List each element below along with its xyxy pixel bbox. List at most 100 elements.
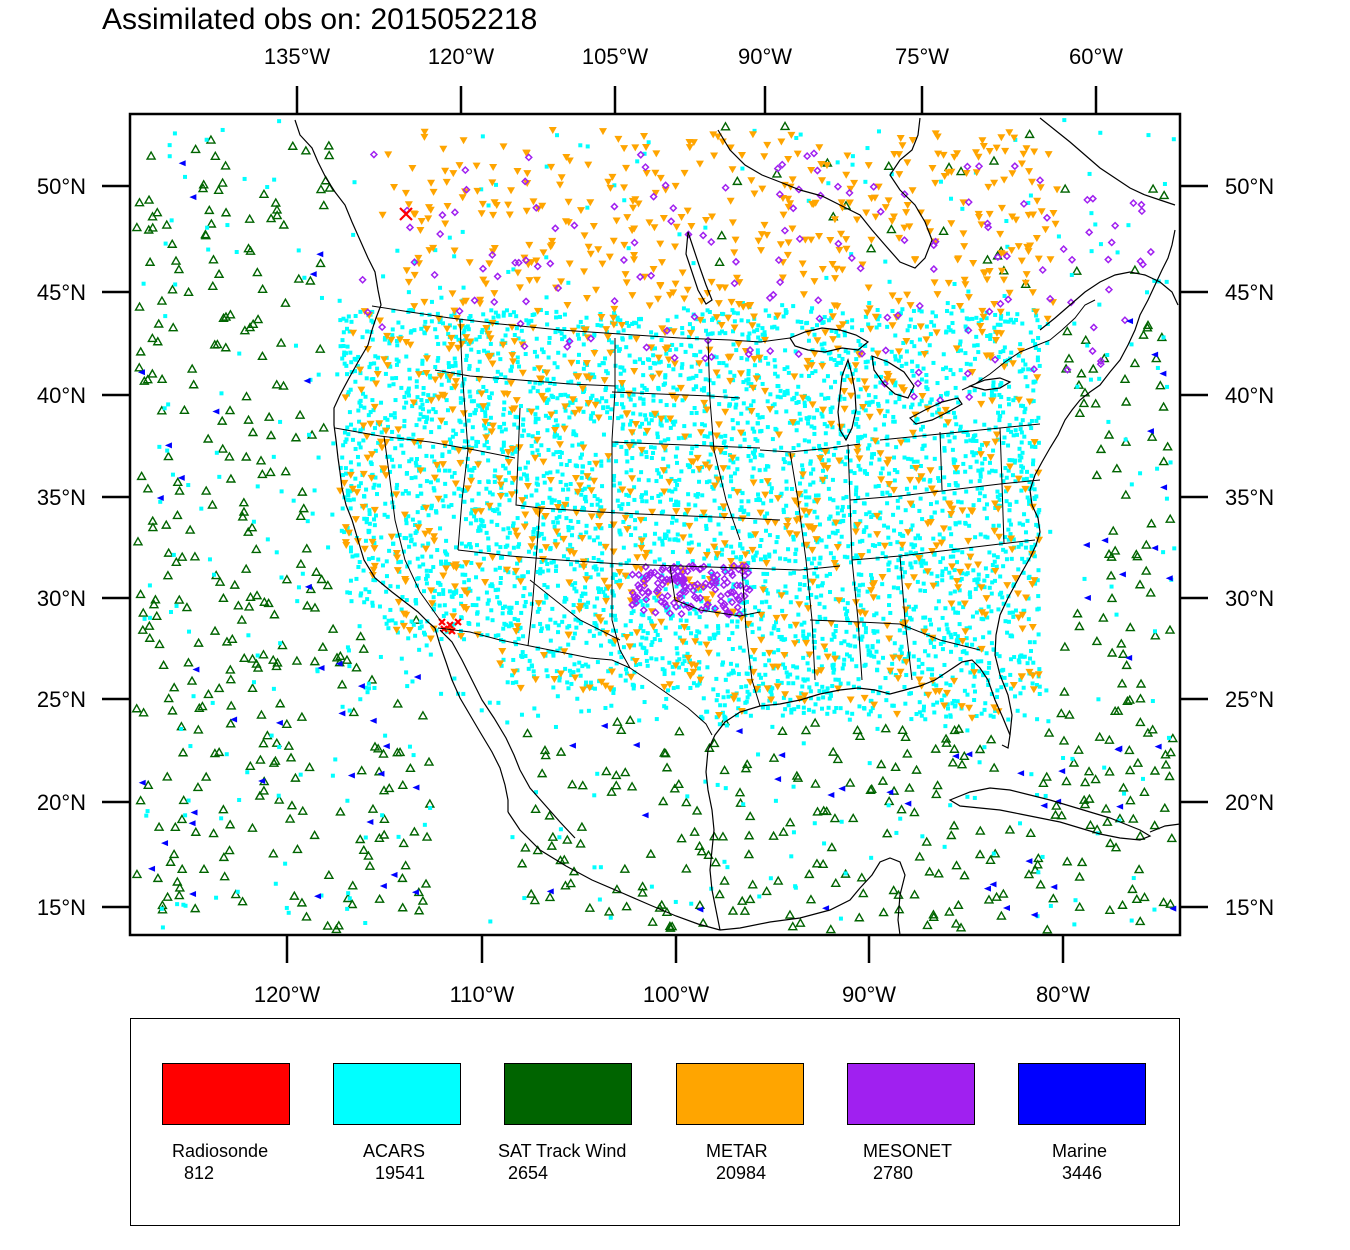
acars-marker <box>1019 469 1024 474</box>
acars-marker <box>870 452 875 457</box>
acars-marker <box>462 439 467 444</box>
acars-marker <box>935 700 940 705</box>
acars-marker <box>529 318 534 323</box>
acars-marker <box>992 325 997 330</box>
acars-marker <box>982 585 987 590</box>
acars-marker <box>500 449 505 454</box>
sat-track-wind-marker <box>779 121 791 131</box>
acars-marker <box>820 458 825 463</box>
acars-marker <box>1029 473 1034 478</box>
acars-marker <box>1029 426 1034 431</box>
acars-marker <box>1032 640 1037 645</box>
sat-track-wind-marker <box>941 737 952 747</box>
acars-marker <box>997 392 1002 397</box>
acars-marker <box>764 599 769 604</box>
acars-marker <box>1164 496 1169 501</box>
acars-marker <box>795 319 800 324</box>
acars-marker <box>886 535 891 540</box>
acars-marker <box>345 344 350 349</box>
acars-marker <box>424 576 429 581</box>
acars-marker <box>489 608 494 613</box>
acars-marker <box>898 311 903 316</box>
acars-marker <box>508 312 513 317</box>
acars-marker <box>572 505 577 510</box>
acars-marker <box>778 556 783 561</box>
acars-marker <box>463 488 468 493</box>
sat-track-wind-marker <box>1020 278 1031 288</box>
acars-marker <box>512 422 517 427</box>
acars-marker <box>600 551 605 556</box>
sat-track-wind-marker <box>179 404 190 414</box>
acars-marker <box>735 311 740 316</box>
acars-marker <box>877 314 882 319</box>
sat-track-wind-marker <box>606 786 617 796</box>
sat-track-wind-marker <box>258 649 269 659</box>
sat-track-wind-marker <box>144 256 156 266</box>
metar-marker <box>924 691 933 699</box>
sat-track-wind-marker <box>226 700 237 710</box>
acars-marker <box>753 519 758 524</box>
acars-marker <box>210 700 215 705</box>
acars-marker <box>166 402 171 407</box>
acars-marker <box>893 380 898 385</box>
acars-marker <box>578 563 583 568</box>
acars-marker <box>450 364 455 369</box>
acars-marker <box>481 384 486 389</box>
acars-marker <box>640 499 645 504</box>
acars-marker <box>480 408 485 413</box>
acars-marker <box>763 672 768 677</box>
acars-marker <box>425 399 430 404</box>
acars-marker <box>468 545 473 550</box>
acars-marker <box>604 586 609 591</box>
sat-track-wind-marker <box>147 515 158 525</box>
sat-track-wind-marker <box>1059 641 1071 651</box>
metar-marker <box>462 560 471 568</box>
acars-marker <box>822 605 827 610</box>
acars-marker <box>957 601 962 606</box>
sat-track-wind-marker <box>296 897 308 907</box>
sat-track-wind-marker <box>244 213 255 223</box>
acars-marker <box>927 617 932 622</box>
acars-marker <box>626 558 631 563</box>
acars-marker <box>286 910 291 915</box>
metar-marker <box>978 609 987 617</box>
acars-marker <box>533 790 538 795</box>
metar-marker <box>982 595 991 603</box>
acars-marker <box>204 137 209 142</box>
acars-marker <box>800 325 805 330</box>
acars-marker <box>675 532 680 537</box>
acars-marker <box>392 415 397 420</box>
sat-track-wind-marker <box>162 771 173 781</box>
acars-marker <box>1040 854 1045 859</box>
acars-marker <box>237 797 242 802</box>
acars-marker <box>1027 486 1032 491</box>
acars-marker <box>420 361 425 366</box>
acars-marker <box>356 408 361 413</box>
sat-track-wind-marker <box>1062 326 1073 336</box>
acars-marker <box>463 544 468 549</box>
acars-marker <box>464 357 469 362</box>
acars-marker <box>470 436 475 441</box>
acars-marker <box>429 503 434 508</box>
sat-track-wind-marker <box>1084 793 1095 803</box>
sat-track-wind-marker <box>1032 859 1043 869</box>
sat-track-wind-marker <box>1132 757 1144 767</box>
acars-marker <box>1117 818 1122 823</box>
metar-marker <box>710 482 719 490</box>
acars-marker <box>974 714 979 719</box>
acars-marker <box>345 425 350 430</box>
sat-track-wind-marker <box>278 380 289 390</box>
acars-marker <box>363 921 368 926</box>
sat-track-wind-marker <box>281 574 293 584</box>
acars-marker <box>909 717 914 722</box>
metar-marker <box>383 362 392 370</box>
acars-marker <box>779 491 784 496</box>
acars-marker <box>786 681 791 686</box>
acars-marker <box>977 760 982 765</box>
acars-marker <box>554 309 559 314</box>
sat-track-wind-marker <box>1147 724 1158 734</box>
acars-marker <box>484 439 489 444</box>
acars-marker <box>909 464 914 469</box>
acars-marker <box>578 673 583 678</box>
acars-marker <box>923 717 928 722</box>
